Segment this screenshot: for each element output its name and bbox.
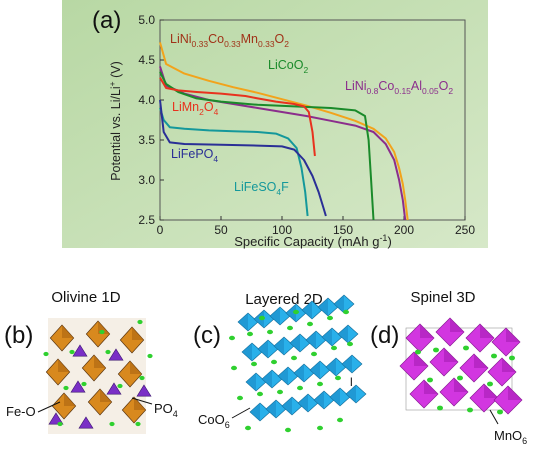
series-label-2: LiCoO2 [268,58,308,75]
panel-b-title: Olivine 1D [51,289,120,306]
x-axis-ticks: 0 50 100 150 200 250 [157,216,475,237]
series-label-1: LiNi0.8Co0.15Al0.05O2 [345,79,453,96]
layered-structure [229,294,367,433]
y-tick-label: 4.5 [138,53,155,67]
x-tick-label: 50 [214,223,228,237]
series-line-4 [159,107,309,217]
coo6-annotation: CoO6 [198,412,230,430]
series-line-1 [159,66,407,221]
layer-annotation: l [350,375,353,389]
series-label-4: LiFeSO4F [234,180,289,197]
panel-c: (c) Layered 2D CoO6 l [193,291,367,433]
panel-d-label: (d) [370,322,399,349]
y-axis-label: Potential vs. Li/Li+ (V) [107,61,123,181]
series-labels: LiNi0.33Co0.33Mn0.33O2 LiNi0.8Co0.15Al0.0… [170,32,453,197]
series-label-3: LiMn2O4 [172,100,219,117]
y-tick-label: 2.5 [138,213,155,227]
panel-b: (b) Olivine 1D Fe-O PO4 [4,289,178,434]
fe-o-annotation: Fe-O [6,404,36,419]
series-label-0: LiNi0.33Co0.33Mn0.33O2 [170,32,289,49]
y-tick-label: 4.0 [138,93,155,107]
series-label-5: LiFePO4 [171,147,218,164]
series-line-3 [159,77,316,157]
panel-c-title: Layered 2D [245,291,323,308]
series-line-0 [159,42,409,221]
panel-c-label: (c) [193,322,221,349]
y-tick-label: 3.5 [138,133,155,147]
mno6-annotation: MnO6 [494,428,527,446]
y-tick-label: 5.0 [138,13,155,27]
panel-d: (d) Spinel 3D MnO6 [370,289,527,446]
po4-annotation: PO4 [154,401,178,419]
line-chart: 2.5 3.0 3.5 4.0 4.5 5.0 0 50 100 150 200 250 LiNi0… [107,13,475,249]
panel-d-title: Spinel 3D [410,289,475,306]
series-line-5 [159,99,327,217]
x-tick-label: 250 [455,223,475,237]
x-axis-label: Specific Capacity (mAh g-1) [234,233,392,249]
x-tick-label: 0 [157,223,164,237]
x-tick-label: 100 [272,223,292,237]
x-tick-label: 150 [333,223,353,237]
y-tick-label: 3.0 [138,173,155,187]
plot-area [159,19,466,221]
panel-a: (a) 2.5 3.0 3.5 4.0 4.5 5.0 0 50 100 150 200 250 L… [62,0,488,249]
panel-b-label: (b) [4,322,33,349]
panel-a-background [62,0,488,248]
series-lines [159,42,409,221]
spinel-structure [399,317,523,415]
olivine-structure [43,318,153,434]
x-tick-label: 200 [394,223,414,237]
series-line-2 [159,71,375,221]
panel-a-label: (a) [92,7,121,34]
